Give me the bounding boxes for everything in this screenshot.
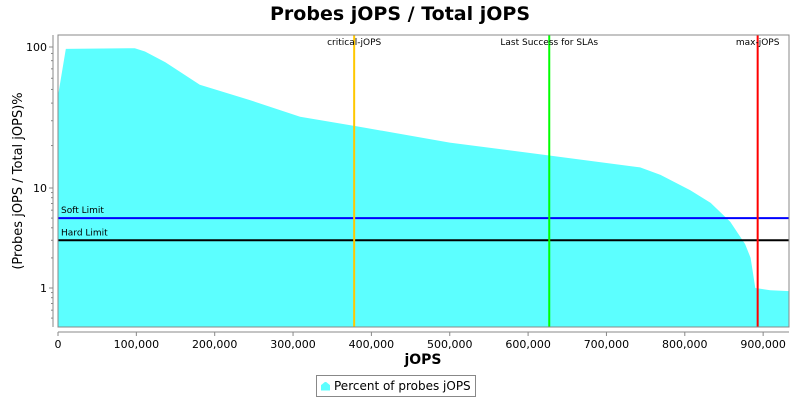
y-axis-label: (Probes jOPS / Total jOPS)% — [11, 92, 26, 269]
vline-label: Last Success for SLAs — [500, 38, 598, 48]
x-tick-label: 0 — [55, 338, 62, 351]
x-tick-label: 500,000 — [427, 338, 473, 351]
hline-label: Hard Limit — [61, 228, 108, 238]
plot-border — [57, 34, 790, 328]
x-tick-label: 200,000 — [192, 338, 238, 351]
series-area — [58, 48, 789, 327]
x-tick-label: 900,000 — [740, 338, 786, 351]
chart-title: Probes jOPS / Total jOPS — [270, 3, 530, 25]
x-tick-label: 700,000 — [584, 338, 630, 351]
x-tick-label: 800,000 — [662, 338, 708, 351]
y-tick-label: 100 — [26, 41, 47, 54]
vline-label: critical-jOPS — [327, 38, 381, 48]
legend-swatch-icon — [321, 381, 330, 391]
vline-label: max-jOPS — [736, 38, 780, 48]
y-tick-label: 10 — [33, 182, 47, 195]
legend-label: Percent of probes jOPS — [334, 379, 471, 393]
hline-label: Soft Limit — [61, 206, 104, 216]
x-axis-label: jOPS — [403, 352, 441, 368]
legend: Percent of probes jOPS — [316, 375, 476, 397]
x-tick-label: 100,000 — [114, 338, 160, 351]
y-tick-label: 1 — [40, 282, 47, 295]
x-tick-label: 600,000 — [505, 338, 551, 351]
x-tick-label: 300,000 — [270, 338, 316, 351]
x-tick-label: 400,000 — [349, 338, 395, 351]
